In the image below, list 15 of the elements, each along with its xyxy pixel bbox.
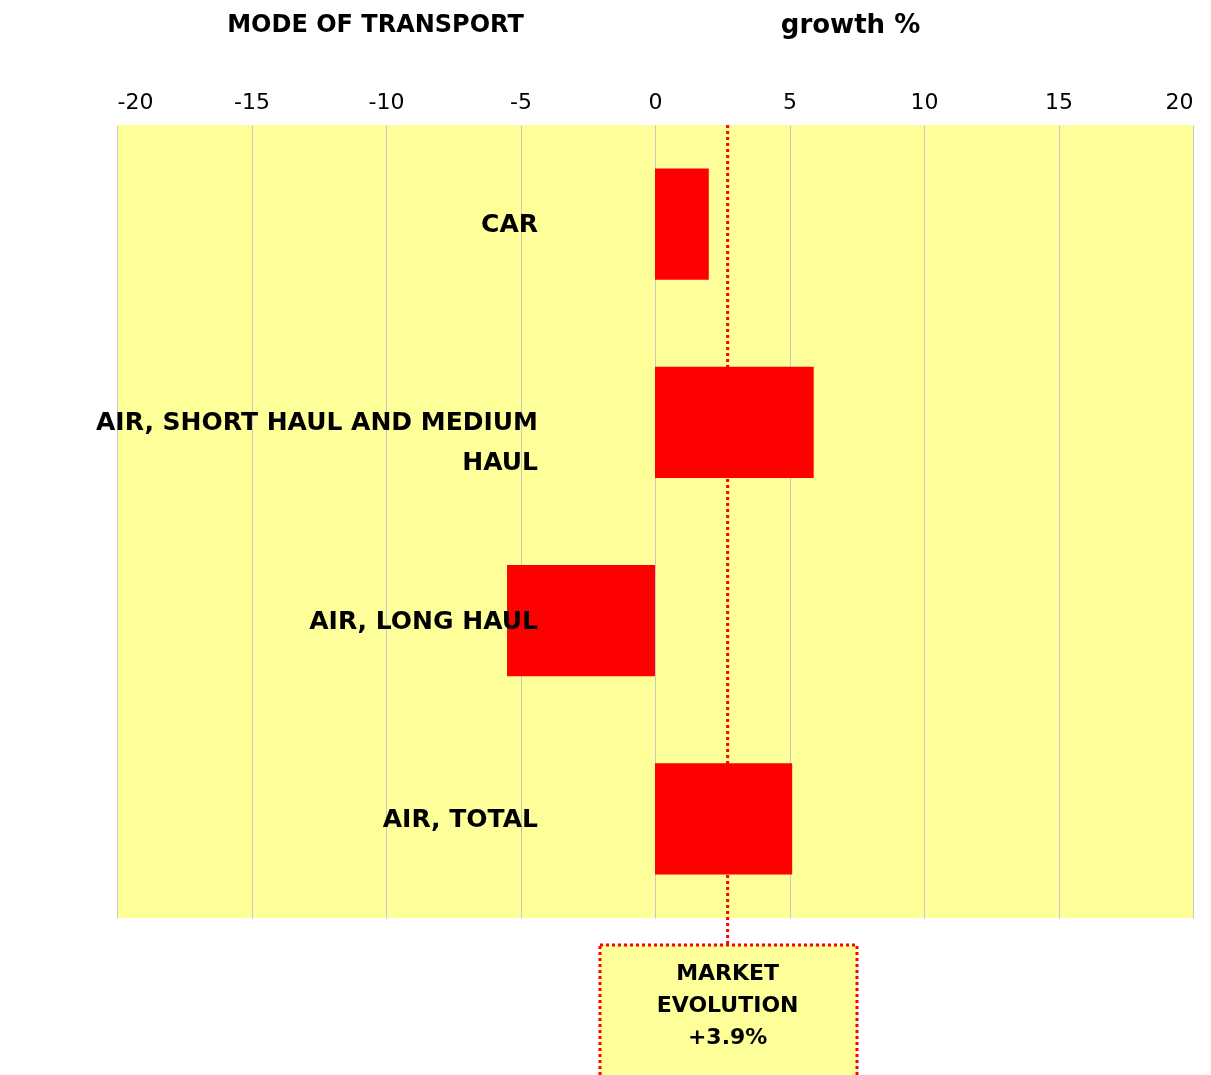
x-tick-label: -10: [368, 88, 405, 114]
x-tick-label: 0: [648, 88, 663, 114]
y-tick-label: AIR, TOTAL: [382, 803, 539, 833]
x-tick-label: 20: [1165, 88, 1194, 114]
x-tick-label: -5: [510, 88, 532, 114]
x-tick-label: -15: [234, 88, 270, 114]
x-tick-label: -20: [117, 88, 154, 114]
x-tick-label: 10: [910, 88, 939, 114]
x-tick-label: 15: [1045, 88, 1073, 114]
y-axis-title: MODE OF TRANSPORT: [227, 9, 525, 38]
y-tick-label: AIR, SHORT HAUL AND MEDIUM HAUL: [96, 407, 539, 477]
x-tick-label: 5: [783, 88, 797, 114]
y-tick-label: CAR: [481, 209, 538, 239]
ref-line-label: MARKET EVOLUTION +3.9%: [656, 960, 799, 1049]
x-axis-title: growth %: [780, 8, 921, 39]
